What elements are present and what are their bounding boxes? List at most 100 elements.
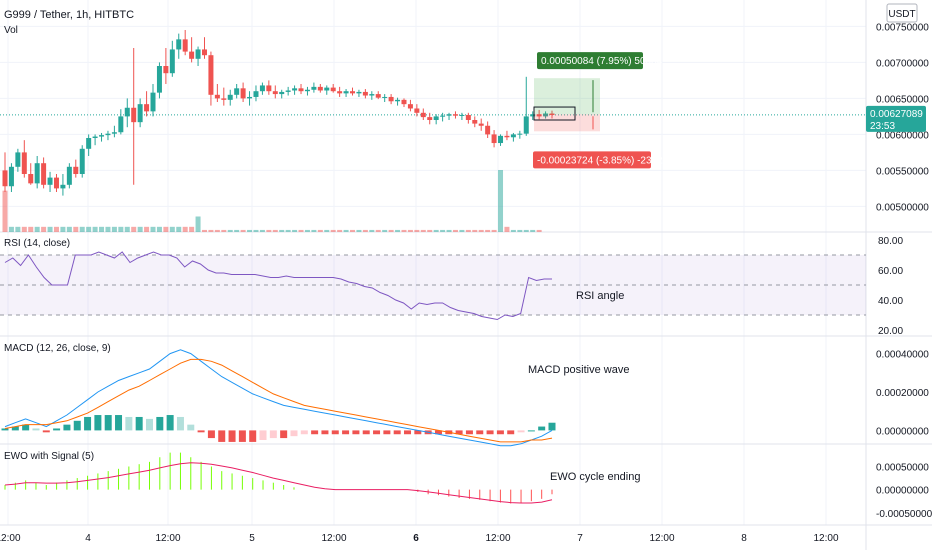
candle-body (350, 91, 356, 94)
volume-bar (21, 226, 27, 232)
macd-histogram-bar (145, 418, 153, 431)
y-tick-label: 0.00500000 (876, 202, 929, 213)
macd-histogram-bar (197, 430, 205, 433)
candle-body (440, 115, 446, 117)
volume-bar (131, 226, 137, 232)
macd-histogram-bar (269, 430, 277, 439)
candle-body (343, 91, 349, 94)
candle-body (99, 135, 105, 137)
volume-bar (156, 226, 162, 232)
candle-body (285, 90, 291, 92)
position-tool[interactable]: 0.00050084 (7.95%) 50084 -0.00023724 (-3.… (533, 52, 669, 169)
candle-body (169, 49, 175, 74)
target-label: 0.00050084 (7.95%) 50084 (541, 56, 663, 67)
volume-bar (427, 229, 433, 232)
volume-bar (362, 229, 368, 232)
currency-label: USDT (888, 9, 915, 20)
ewo-signal-line (4, 462, 553, 504)
candle-body (523, 116, 529, 134)
ewo-pane[interactable] (4, 452, 553, 504)
volume-bar (214, 229, 220, 232)
macd-histogram-bar (84, 416, 92, 431)
macd-histogram-bar (517, 430, 525, 433)
macd-tick-label: 0.00000000 (876, 426, 929, 437)
volume-bar (356, 229, 362, 232)
rsi-line (4, 251, 552, 321)
macd-histogram-bar (259, 430, 267, 440)
candle-body (491, 134, 497, 144)
signal-line (4, 358, 553, 443)
candle-body (21, 152, 27, 174)
candle-body (144, 104, 150, 112)
volume-bar (350, 229, 356, 232)
volume-bar (41, 226, 47, 232)
stop-label-bg (533, 151, 651, 169)
candle-body (452, 114, 458, 116)
candle-body (324, 87, 330, 91)
volume-bar (298, 229, 304, 232)
rsi-tick-label: 60.00 (878, 266, 903, 277)
volume-bar (92, 226, 98, 232)
ewo-tick-label: 0.00000000 (876, 486, 929, 497)
macd-histogram-bar (404, 430, 412, 435)
candle-body (28, 174, 34, 184)
candle-body (395, 99, 401, 102)
candle-body (182, 39, 188, 52)
volume-bar (150, 226, 156, 232)
x-tick-label: 12:00 (321, 533, 346, 544)
candles (2, 30, 555, 196)
candle-body (517, 133, 523, 135)
macd-histogram-bar (434, 430, 442, 435)
currency-button[interactable]: USDT (886, 3, 918, 23)
volume-bar (176, 226, 182, 232)
macd-histogram-bar (321, 430, 329, 435)
candle-body (34, 163, 40, 184)
volume-bar (247, 229, 253, 232)
candle-body (208, 55, 214, 95)
macd-pane[interactable] (1, 349, 556, 447)
volume-bar (2, 190, 8, 232)
macd-histogram-bar (414, 430, 422, 435)
volume-bar (73, 226, 79, 232)
macd-histogram-bar (22, 424, 30, 431)
candle-body (407, 104, 413, 109)
ewo-annotation: EWO cycle ending (550, 471, 640, 483)
x-tick-label: 12:00 (649, 533, 674, 544)
macd-histogram-bar (476, 430, 484, 435)
macd-histogram-bar (115, 415, 123, 431)
time-axis[interactable]: 12:00 4 12:00 5 12:00 6 12:00 7 12:00 8 12:00 (0, 533, 839, 544)
volume-bar (163, 226, 169, 232)
candle-body (478, 123, 484, 126)
candle-body (375, 94, 381, 98)
macd-histogram-bar (331, 430, 339, 435)
volume-bar (86, 226, 92, 232)
macd-histogram-bar (342, 430, 350, 435)
volume-bar (34, 226, 40, 232)
volume-bar (124, 226, 130, 232)
candle-body (536, 114, 542, 117)
volume-bar (99, 226, 105, 232)
candle-body (8, 166, 14, 187)
stop-label: -0.00023724 (-3.85%) -23724 (537, 155, 669, 166)
y-tick-label: 0.00600000 (876, 130, 929, 141)
macd-histogram-bar (280, 430, 288, 439)
volume-bar (111, 226, 117, 232)
macd-histogram-bar (218, 430, 226, 442)
candle-body (427, 117, 433, 120)
price-axis[interactable]: 0.00750000 0.00700000 0.00650000 0.00600000… (876, 22, 932, 519)
volume-bar (465, 229, 471, 232)
rsi-tick-label: 80.00 (878, 236, 903, 247)
candle-body (433, 116, 439, 120)
volume-bar (208, 229, 214, 232)
rsi-pane[interactable] (0, 251, 866, 321)
candle-body (414, 108, 420, 113)
candle-body (47, 177, 53, 185)
candle-body (298, 88, 304, 92)
candle-body (156, 66, 162, 93)
macd-histogram-bar (249, 430, 257, 442)
candle-body (362, 91, 368, 96)
volume-bar (498, 170, 504, 232)
macd-histogram-bar (207, 430, 215, 439)
volume-bar (343, 229, 349, 232)
